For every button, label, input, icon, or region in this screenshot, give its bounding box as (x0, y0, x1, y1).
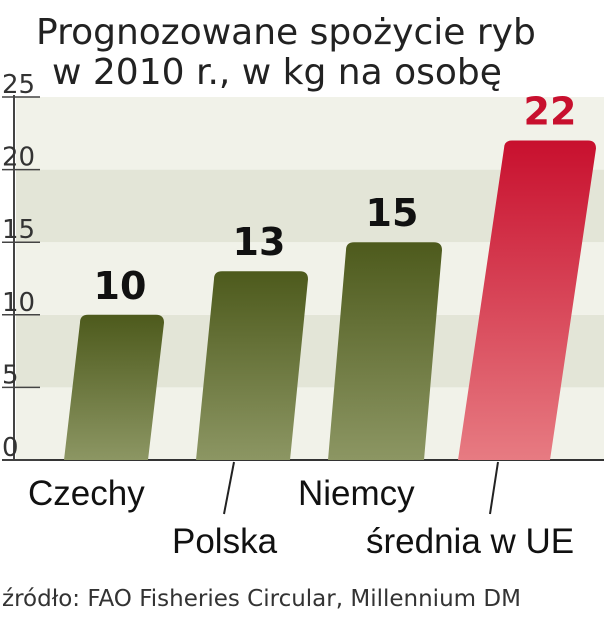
y-tick-label: 15 (2, 215, 35, 245)
data-label-1: 13 (233, 220, 286, 264)
bar-3 (458, 140, 596, 460)
data-label-0: 10 (94, 264, 147, 308)
bars: 10 13 15 22 (64, 90, 596, 460)
source-note: źródło: FAO Fisheries Circular, Millenni… (2, 586, 521, 612)
category-labels: Czechy Polska Niemcy średnia w UE (28, 461, 574, 561)
chart-title-line-2: w 2010 r., w kg na osobę (52, 52, 502, 93)
category-label-2: Niemcy (298, 474, 415, 513)
data-label-3: 22 (524, 90, 577, 134)
y-tick-label: 0 (2, 433, 19, 463)
category-leader-line (223, 461, 235, 515)
category-label-3: średnia w UE (366, 522, 574, 561)
bar-2 (328, 242, 442, 460)
category-leader-line (489, 461, 499, 515)
y-tick-label: 10 (2, 288, 35, 318)
y-tick-label: 25 (2, 70, 35, 100)
y-tick-label: 5 (2, 360, 19, 390)
chart-title-line-1: Prognozowane spożycie ryb (36, 12, 536, 53)
data-label-2: 15 (366, 191, 419, 235)
y-tick-label: 20 (2, 143, 35, 173)
category-label-0: Czechy (28, 474, 145, 513)
bar-0 (64, 314, 164, 460)
bar-1 (196, 271, 308, 460)
category-label-1: Polska (172, 522, 278, 561)
